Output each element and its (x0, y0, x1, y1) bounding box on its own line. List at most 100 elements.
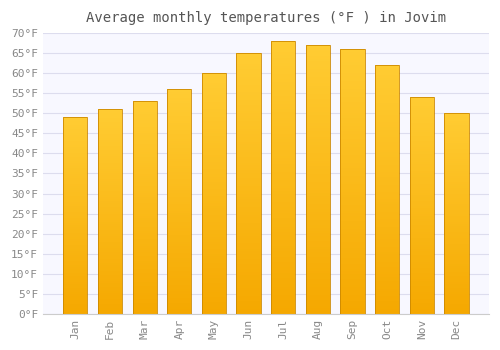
Bar (202, 182, 226, 184)
Bar (375, 199, 400, 202)
Bar (271, 169, 295, 172)
Bar (306, 220, 330, 223)
Bar (98, 171, 122, 173)
Bar (444, 125, 468, 127)
Bar (271, 186, 295, 188)
Bar (98, 142, 122, 144)
Bar (444, 280, 468, 282)
Bar (306, 93, 330, 96)
Bar (410, 154, 434, 156)
Bar (306, 188, 330, 190)
Bar (375, 165, 400, 167)
Bar (340, 272, 364, 274)
Bar (444, 177, 468, 180)
Bar (132, 205, 157, 208)
Bar (167, 305, 192, 307)
Bar (340, 63, 364, 65)
Bar (306, 80, 330, 83)
Bar (271, 109, 295, 112)
Bar (236, 189, 260, 191)
Bar (306, 185, 330, 188)
Bar (202, 268, 226, 271)
Bar (236, 275, 260, 277)
Bar (202, 297, 226, 299)
Bar (167, 237, 192, 240)
Bar (236, 163, 260, 165)
Bar (444, 135, 468, 138)
Bar (375, 242, 400, 244)
Bar (236, 53, 260, 314)
Bar (63, 186, 88, 188)
Bar (410, 275, 434, 277)
Bar (98, 291, 122, 293)
Bar (236, 251, 260, 254)
Bar (410, 199, 434, 201)
Bar (236, 267, 260, 270)
Bar (340, 189, 364, 192)
Bar (98, 214, 122, 216)
Bar (340, 253, 364, 255)
Bar (375, 115, 400, 118)
Bar (410, 260, 434, 262)
Bar (375, 157, 400, 160)
Bar (410, 136, 434, 139)
Bar (167, 244, 192, 246)
Bar (167, 256, 192, 258)
Bar (202, 304, 226, 307)
Bar (410, 193, 434, 195)
Bar (306, 102, 330, 104)
Bar (236, 165, 260, 168)
Bar (375, 65, 400, 314)
Bar (98, 283, 122, 285)
Bar (444, 180, 468, 182)
Bar (63, 298, 88, 300)
Bar (202, 256, 226, 258)
Bar (410, 195, 434, 197)
Bar (236, 220, 260, 223)
Bar (98, 128, 122, 130)
Bar (271, 197, 295, 199)
Bar (132, 225, 157, 227)
Bar (167, 213, 192, 215)
Bar (98, 220, 122, 222)
Bar (340, 81, 364, 84)
Bar (63, 286, 88, 288)
Bar (340, 150, 364, 152)
Bar (271, 205, 295, 208)
Bar (444, 300, 468, 302)
Bar (444, 272, 468, 274)
Bar (410, 214, 434, 216)
Bar (98, 212, 122, 214)
Bar (98, 285, 122, 287)
Bar (132, 116, 157, 118)
Bar (98, 146, 122, 148)
Bar (444, 302, 468, 304)
Bar (202, 174, 226, 177)
Bar (271, 49, 295, 52)
Bar (236, 74, 260, 77)
Bar (340, 118, 364, 121)
Bar (375, 95, 400, 98)
Bar (167, 242, 192, 244)
Bar (202, 271, 226, 273)
Bar (236, 136, 260, 139)
Bar (271, 175, 295, 177)
Bar (236, 191, 260, 194)
Bar (202, 261, 226, 263)
Bar (98, 298, 122, 300)
Bar (202, 133, 226, 136)
Bar (340, 282, 364, 285)
Bar (444, 290, 468, 292)
Bar (98, 122, 122, 124)
Bar (375, 130, 400, 132)
Bar (63, 139, 88, 141)
Bar (63, 245, 88, 247)
Bar (202, 162, 226, 165)
Bar (306, 201, 330, 204)
Bar (167, 260, 192, 262)
Bar (132, 297, 157, 299)
Bar (410, 175, 434, 177)
Bar (236, 121, 260, 124)
Bar (375, 152, 400, 155)
Bar (410, 234, 434, 236)
